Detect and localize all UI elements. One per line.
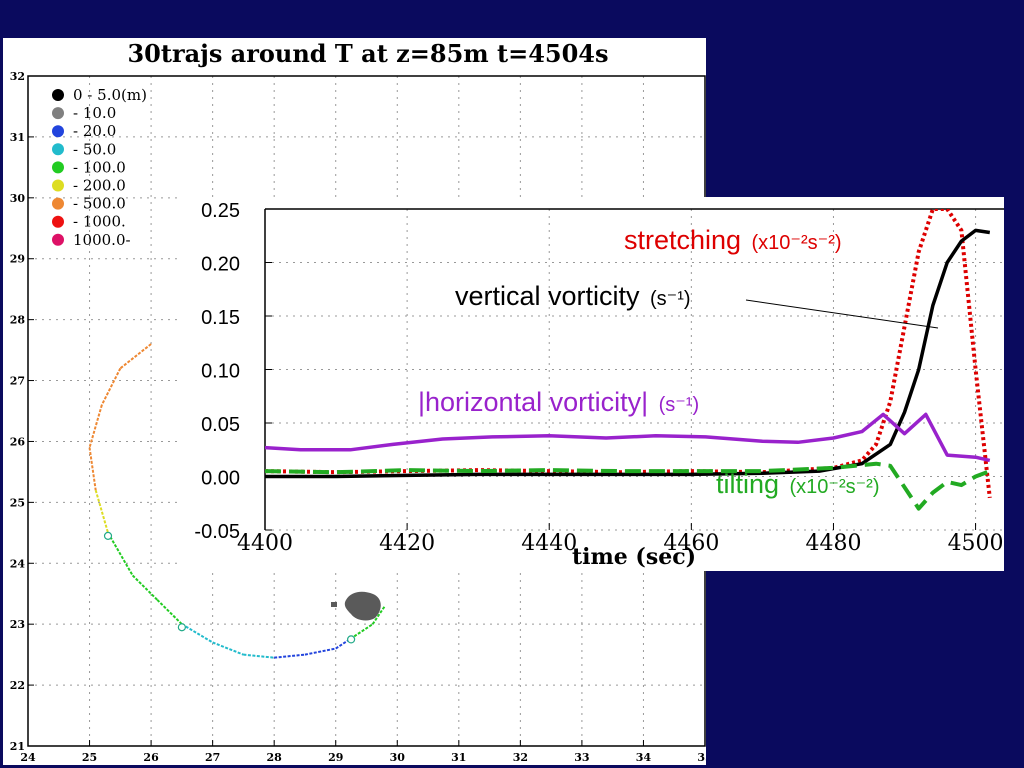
- timeseries-grid: [264, 208, 1004, 531]
- dark-blob-fragment: [331, 602, 337, 607]
- trajectory-grid: [28, 76, 705, 746]
- ts-tick-label-y: -0.05: [194, 521, 240, 543]
- ts-tick-label-y: 0.10: [201, 361, 240, 383]
- annotation-horizontal-vorticity: |horizontal vorticity| (s⁻¹): [418, 387, 699, 417]
- legend-label: - 10.0: [73, 104, 116, 122]
- traj-tick-label-x: 25: [82, 751, 97, 764]
- traj-tick-label-y: 27: [10, 375, 25, 388]
- series-line-horizontal-vorticity: [265, 412, 991, 463]
- traj-tick-label-x: 34: [636, 751, 652, 764]
- ts-tick-label-x: 4500: [948, 531, 1004, 556]
- trajectory-segment: [212, 641, 244, 656]
- trajectory-marker: [177, 623, 186, 632]
- legend-swatch: [52, 125, 64, 138]
- legend-label: - 500.0: [73, 195, 126, 213]
- legend-swatch: [52, 179, 64, 192]
- traj-tick-label-x: 28: [267, 751, 283, 764]
- legend-swatch: [52, 161, 64, 174]
- legend-swatch: [52, 143, 64, 156]
- trajectory-segment: [243, 653, 275, 659]
- trajectory-segment: [274, 653, 306, 659]
- traj-tick-label-x: 24: [20, 751, 36, 764]
- traj-tick-label-y: 24: [10, 557, 26, 570]
- trajectory-marker: [347, 635, 356, 644]
- timeseries-series: [265, 209, 992, 511]
- ts-tick-label-x: 4440: [521, 531, 577, 556]
- traj-tick-label-y: 31: [10, 131, 25, 144]
- legend-swatch: [52, 197, 64, 210]
- legend-label: 0 - 5.0(m): [73, 86, 147, 104]
- legend-swatch: [52, 89, 64, 101]
- traj-tick-label-y: 26: [10, 435, 26, 448]
- vertical-vorticity-pointer: [745, 299, 939, 329]
- ts-tick-label-y: 0.00: [201, 468, 240, 490]
- traj-tick-label-x: 29: [328, 751, 343, 764]
- legend-swatch: [52, 233, 64, 246]
- ts-tick-label-x: 4480: [805, 531, 861, 556]
- trajectory-segment: [107, 532, 134, 576]
- traj-tick-label-x: 31: [451, 751, 466, 764]
- traj-tick-label-y: 22: [10, 679, 25, 692]
- ts-tick-label-y: 0.15: [201, 307, 240, 329]
- trajectory-segment: [156, 599, 183, 625]
- trajectory-legend: 0 - 5.0(m) - 10.0 - 20.0 - 50.0 - 100.0 …: [52, 86, 147, 249]
- traj-tick-label-x: 33: [574, 751, 589, 764]
- traj-tick-label-x: 32: [513, 751, 528, 764]
- trajectory-path: [88, 343, 386, 659]
- ts-tick-label-y: 0.05: [201, 414, 240, 436]
- trajectory-marker: [103, 531, 113, 540]
- traj-tick-label-x: 35: [697, 751, 706, 764]
- annotation-stretching: stretching (x10⁻²s⁻²): [624, 225, 842, 255]
- legend-label: - 200.0: [73, 177, 126, 195]
- ts-tick-label-y: 0.20: [201, 254, 240, 276]
- annotation-tilting: tilting (x10⁻²s⁻²): [716, 469, 879, 499]
- annotation-vertical-vorticity: vertical vorticity (s⁻¹): [455, 281, 691, 311]
- trajectory-segment: [119, 343, 152, 370]
- ts-tick-label-y: 0.25: [201, 200, 240, 222]
- legend-label: 1000.0-: [73, 231, 131, 249]
- dark-blob-shape: [344, 591, 381, 621]
- traj-tick-label-y: 29: [10, 253, 25, 266]
- obstacle-blob: [331, 591, 381, 621]
- series-line-tilting: [265, 461, 991, 511]
- ts-tick-label-x: 4400: [237, 531, 293, 556]
- traj-tick-label-y: 21: [10, 740, 25, 753]
- legend-label: - 50.0: [73, 140, 116, 158]
- traj-tick-label-x: 27: [205, 751, 220, 764]
- traj-tick-label-x: 26: [143, 751, 159, 764]
- trajectory-plot-title: 30trajs around T at z=85m t=4504s: [127, 39, 608, 68]
- legend-label: - 1000.: [73, 213, 126, 231]
- legend-label: - 20.0: [73, 122, 116, 140]
- traj-tick-label-y: 25: [10, 496, 25, 509]
- ts-tick-label-x: 4460: [663, 531, 719, 556]
- trajectory-segment: [88, 404, 103, 448]
- trajectory-segment: [88, 447, 97, 491]
- trajectory-segment: [353, 623, 374, 638]
- ts-tick-label-x: 4420: [379, 531, 435, 556]
- trajectory-segment: [100, 367, 122, 406]
- series-line-vertical-vorticity: [265, 228, 991, 479]
- timeseries-xlabel: time (sec): [572, 544, 696, 570]
- legend-label: - 100.0: [73, 158, 126, 176]
- timeseries-axes: 4400 4420 4440 4460 4480 4500 0.25 0.20 0.15 0.10…: [194, 200, 1004, 556]
- traj-tick-label-x: 30: [390, 751, 406, 764]
- traj-tick-label-y: 32: [10, 70, 25, 83]
- traj-tick-label-y: 23: [10, 618, 25, 631]
- trajectory-segment: [304, 647, 336, 656]
- legend-swatch: [52, 107, 64, 120]
- trajectory-segment: [181, 623, 214, 644]
- trajectory-segment: [131, 574, 158, 601]
- trajectory-segment: [371, 605, 386, 625]
- timeseries-plot: 4400 4420 4440 4460 4480 4500 0.25 0.20 0.15 0.10…: [194, 200, 1004, 570]
- traj-tick-label-y: 28: [10, 314, 26, 327]
- timeseries-inset-panel: 4400 4420 4440 4460 4480 4500 0.25 0.20 0.15 0.10…: [178, 197, 1004, 571]
- trajectory-segment: [94, 489, 109, 534]
- traj-tick-label-y: 30: [10, 192, 26, 205]
- legend-swatch: [52, 215, 64, 228]
